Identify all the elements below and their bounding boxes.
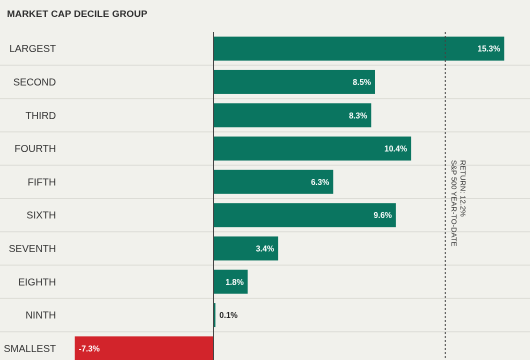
bar: [213, 169, 334, 194]
data-label: 15.3%: [478, 45, 501, 54]
category-label: FOURTH: [15, 144, 56, 155]
category-label: SEVENTH: [9, 244, 56, 255]
data-label: 1.8%: [225, 278, 243, 287]
bar: [213, 203, 396, 228]
reference-label-line2: RETURN: 12.2%: [458, 160, 467, 217]
category-label: SMALLEST: [4, 344, 56, 355]
bar: [213, 136, 412, 161]
bar: [213, 269, 248, 294]
category-label: SIXTH: [27, 211, 56, 222]
data-label: 10.4%: [384, 145, 407, 154]
bar: [74, 336, 214, 360]
category-label: THIRD: [25, 111, 56, 122]
data-label: 9.6%: [374, 211, 392, 220]
chart-title: MARKET CAP DECILE GROUP: [7, 9, 148, 20]
bar: [213, 36, 505, 61]
category-label: FIFTH: [28, 177, 56, 188]
data-label: 3.4%: [256, 244, 274, 253]
bar: [213, 303, 216, 328]
category-label: LARGEST: [9, 44, 56, 55]
data-label: 8.3%: [349, 111, 367, 120]
bar: [213, 236, 279, 261]
bar: [213, 69, 375, 94]
data-label: 6.3%: [311, 178, 329, 187]
data-label: -7.3%: [79, 344, 100, 353]
reference-label-line1: S&P 500 YEAR-TO-DATE: [449, 160, 458, 247]
category-label: SECOND: [13, 77, 56, 88]
category-label: NINTH: [25, 311, 56, 322]
data-label: 8.5%: [353, 78, 371, 87]
bar: [213, 103, 372, 128]
reference-label: S&P 500 YEAR-TO-DATE RETURN: 12.2%: [449, 160, 467, 247]
category-label: EIGHTH: [18, 277, 56, 288]
data-label: 0.1%: [219, 311, 237, 320]
